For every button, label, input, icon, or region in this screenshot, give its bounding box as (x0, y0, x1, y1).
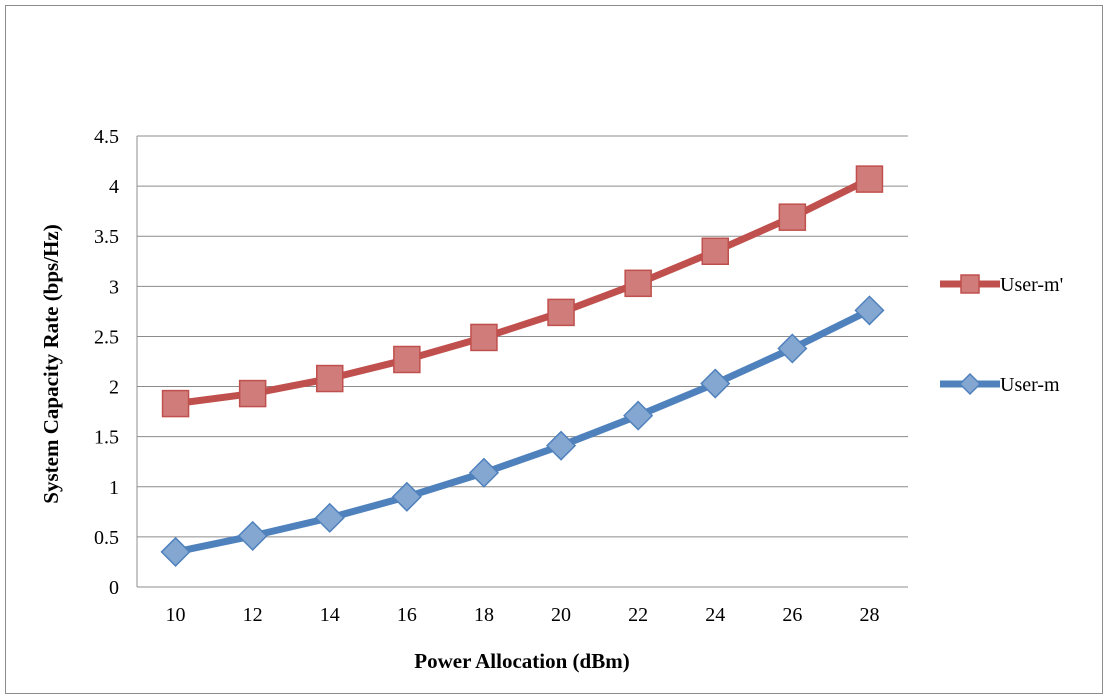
y-tick-label: 4 (109, 176, 119, 198)
data-point (700, 368, 731, 399)
x-tick-label: 24 (705, 604, 725, 626)
data-point (623, 400, 654, 431)
x-tick-label: 22 (628, 604, 648, 626)
y-tick-label: 0.5 (94, 527, 119, 549)
x-tick-label: 16 (397, 604, 417, 626)
y-tick-label: 3.5 (94, 226, 119, 248)
x-tick-label: 12 (243, 604, 263, 626)
legend-label: User-m (1000, 374, 1060, 396)
y-tick-label: 2.5 (94, 326, 119, 348)
y-tick-label: 0 (109, 577, 119, 599)
data-point (468, 457, 500, 488)
x-axis-title: Power Allocation (dBm) (414, 649, 629, 673)
x-tick-label: 14 (320, 604, 340, 626)
x-tick-label: 10 (166, 604, 186, 626)
chart-frame (5, 5, 1103, 694)
y-tick-label: 1 (109, 477, 119, 499)
y-axis-title: System Capacity Rate (bps/Hz) (39, 224, 63, 503)
data-point (855, 165, 884, 193)
x-axis-ticks: 10 12 14 16 18 20 22 24 26 28 (166, 604, 880, 626)
x-tick-label: 28 (859, 604, 879, 626)
legend-item: User-m (940, 372, 1060, 396)
x-tick-label: 26 (782, 604, 802, 626)
data-point (314, 502, 345, 533)
data-point (161, 389, 190, 418)
x-tick-label: 18 (474, 604, 494, 626)
legend-marker (958, 372, 982, 396)
data-point (545, 430, 577, 461)
data-point (777, 333, 808, 364)
legend-item: User-m' (940, 274, 1063, 296)
data-point (393, 345, 421, 374)
series-1 (160, 295, 885, 567)
data-point (238, 379, 267, 408)
data-point (160, 536, 191, 567)
y-axis-ticks: 0 0.5 1 1.5 2 2.5 3 3.5 4 4.5 (94, 126, 119, 599)
legend-marker (960, 274, 980, 294)
data-point (470, 323, 498, 352)
series-line (172, 306, 873, 556)
legend: User-m' User-m (940, 274, 1063, 396)
data-point (391, 481, 422, 512)
series-0 (161, 165, 884, 418)
data-point (316, 364, 344, 393)
data-point (237, 520, 268, 551)
series-line (172, 175, 873, 408)
data-point (854, 295, 885, 326)
y-tick-label: 4.5 (94, 126, 119, 148)
y-tick-label: 1.5 (94, 427, 119, 449)
y-tick-label: 3 (109, 276, 119, 298)
data-point (778, 203, 807, 231)
data-point (624, 269, 652, 298)
data-point (701, 237, 729, 266)
y-tick-label: 2 (109, 377, 119, 399)
legend-label: User-m' (1000, 274, 1063, 296)
series-layer (160, 165, 885, 567)
data-point (547, 298, 575, 327)
x-tick-label: 20 (551, 604, 571, 626)
